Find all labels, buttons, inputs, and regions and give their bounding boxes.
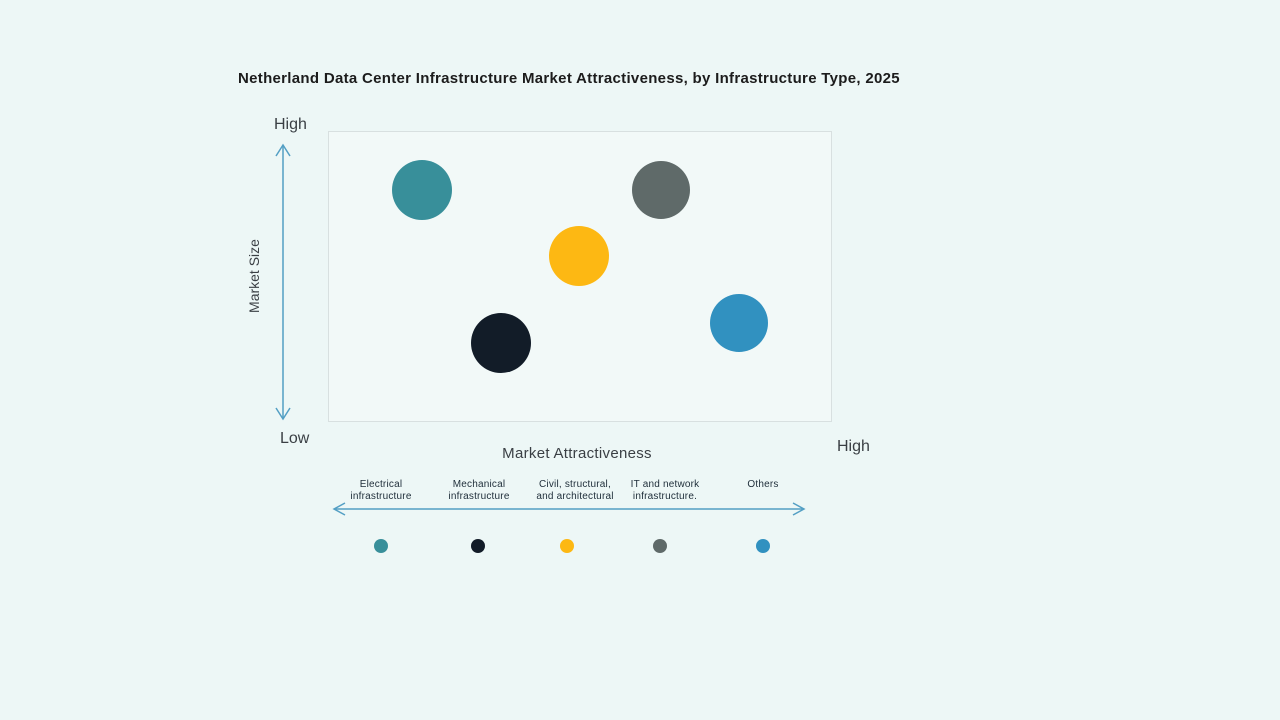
legend-dot-mechanical-infrastructure xyxy=(471,539,485,553)
y-axis-low-label: Low xyxy=(280,430,310,447)
legend-dot-it-and-network-infrastructure xyxy=(653,539,667,553)
category-label-it-and-network-infrastructure: IT and network infrastructure. xyxy=(630,479,700,502)
category-label-electrical-infrastructure: Electrical infrastructure xyxy=(350,479,412,502)
bubble-electrical-infrastructure xyxy=(392,160,453,221)
chart-title: Netherland Data Center Infrastructure Ma… xyxy=(238,70,900,87)
x-axis-high-label: High xyxy=(837,438,870,455)
legend-dot-electrical-infrastructure xyxy=(374,539,388,553)
category-label-civil-structural-and-architectural: Civil, structural, and architectural xyxy=(536,479,614,502)
legend-dot-civil-structural-and-architectural xyxy=(560,539,574,553)
bubble-mechanical-infrastructure xyxy=(470,312,531,373)
legend-dot-others xyxy=(756,539,770,553)
bubble-it-and-network-infrastructure xyxy=(632,161,691,220)
y-axis-title: Market Size xyxy=(246,239,262,313)
category-label-others: Others xyxy=(747,479,779,490)
x-axis-title: Market Attractiveness xyxy=(502,445,652,462)
plot-area xyxy=(328,131,832,422)
x-axis-arrow xyxy=(332,502,806,516)
y-axis-arrow xyxy=(275,143,291,421)
y-axis-high-label: High xyxy=(274,116,307,133)
bubble-others xyxy=(709,293,768,352)
bubble-civil-structural-and-architectural xyxy=(548,225,609,286)
category-label-mechanical-infrastructure: Mechanical infrastructure xyxy=(448,479,510,502)
